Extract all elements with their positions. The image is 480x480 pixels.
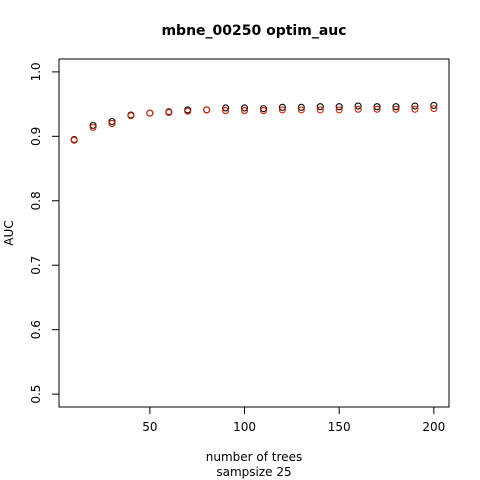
data-point (184, 107, 192, 115)
data-point (373, 103, 381, 111)
data-point (108, 119, 116, 127)
y-axis-label: AUC (2, 220, 16, 245)
x-axis-label: number of trees (206, 450, 302, 464)
y-tick-label: 0.9 (29, 127, 43, 146)
data-point (335, 106, 343, 114)
data-point (411, 105, 419, 113)
data-point (373, 105, 381, 113)
data-point (316, 103, 324, 111)
data-point (392, 105, 400, 113)
data-point (240, 104, 249, 112)
data-point (70, 136, 78, 144)
data-point (430, 101, 438, 109)
y-tick-label: 0.6 (29, 320, 43, 339)
x-axis-sublabel: sampsize 25 (216, 465, 291, 479)
data-point (240, 107, 249, 115)
data-point (430, 105, 438, 113)
data-point (203, 106, 211, 114)
data-point (278, 106, 286, 114)
data-point (297, 106, 305, 114)
y-axis: 0.5 0.6 0.7 0.8 0.9 1.0 (29, 62, 59, 404)
data-point (278, 103, 286, 111)
x-tick-label: 100 (233, 420, 256, 434)
y-tick-label: 1.0 (29, 62, 43, 81)
data-point (259, 105, 268, 113)
x-tick-label: 50 (142, 420, 157, 434)
data-point (108, 117, 116, 126)
plot-frame (58, 58, 450, 408)
series-1 (70, 105, 438, 144)
data-point (259, 107, 268, 115)
y-tick-label: 0.5 (29, 385, 43, 404)
data-point (335, 103, 343, 111)
data-point (411, 102, 419, 110)
data-point (392, 103, 400, 111)
data-point (165, 108, 173, 117)
y-tick-label: 0.7 (29, 256, 43, 275)
data-point (297, 103, 305, 111)
chart-title: mbne_00250 optim_auc (161, 23, 346, 39)
data-point (222, 104, 230, 112)
data-point (354, 105, 362, 113)
x-tick-label: 200 (422, 420, 445, 434)
data-point (89, 121, 97, 129)
series-0 (70, 101, 438, 144)
y-tick-label: 0.8 (29, 191, 43, 210)
x-tick-label: 150 (328, 420, 351, 434)
data-point (222, 107, 230, 115)
data-points (70, 101, 438, 144)
data-point (316, 106, 324, 114)
data-point (89, 123, 97, 131)
data-point (354, 102, 362, 110)
data-point (127, 112, 135, 120)
x-axis: 50 100 150 200 (142, 407, 445, 434)
data-point (146, 109, 154, 117)
